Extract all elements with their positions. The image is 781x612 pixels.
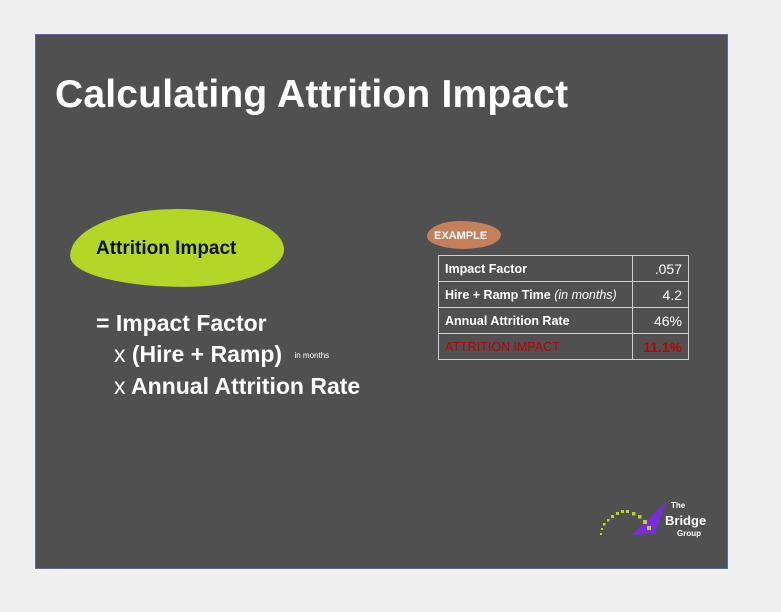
row-value: 46% [632, 307, 689, 334]
multiply-sign: x [114, 373, 126, 399]
row-value: 11.1% [632, 333, 689, 360]
logo-text-bridge: Bridge [665, 513, 707, 528]
row-label: Impact Factor [438, 255, 633, 282]
formula-line-2: x (Hire + Ramp) in months [114, 341, 329, 368]
row-label: Annual Attrition Rate [438, 307, 633, 334]
example-table: Impact Factor .057 Hire + Ramp Time (in … [438, 255, 689, 360]
row-label: ATTRITION IMPACT [438, 333, 633, 360]
table-row-total: ATTRITION IMPACT 11.1% [438, 333, 689, 360]
row-label-text: Hire + Ramp Time [445, 287, 551, 302]
slide: Calculating Attrition Impact Attrition I… [35, 34, 728, 569]
formula-line-3: x Annual Attrition Rate [114, 373, 360, 400]
example-badge-label: EXAMPLE [434, 230, 488, 242]
formula-unit-note: in months [294, 351, 330, 360]
slide-title: Calculating Attrition Impact [55, 73, 569, 116]
row-label-note: (in months) [554, 287, 617, 302]
row-value: .057 [632, 255, 689, 282]
bridge-group-logo-icon [600, 501, 667, 535]
formula-line-1: = Impact Factor [96, 310, 267, 336]
table-row: Hire + Ramp Time (in months) 4.2 [438, 281, 689, 308]
logo-text-group: Group [677, 529, 701, 538]
row-value: 4.2 [632, 281, 689, 308]
multiply-sign: x [114, 341, 126, 367]
table-row: Impact Factor .057 [438, 255, 689, 282]
example-badge [427, 221, 501, 249]
attrition-impact-label: Attrition Impact [96, 238, 237, 259]
row-label: Hire + Ramp Time (in months) [438, 281, 633, 308]
table-row: Annual Attrition Rate 46% [438, 307, 689, 334]
formula-attrition-rate: Annual Attrition Rate [131, 373, 361, 399]
formula-hire-ramp: (Hire + Ramp) [131, 341, 283, 367]
logo-text-the: The [671, 501, 686, 510]
